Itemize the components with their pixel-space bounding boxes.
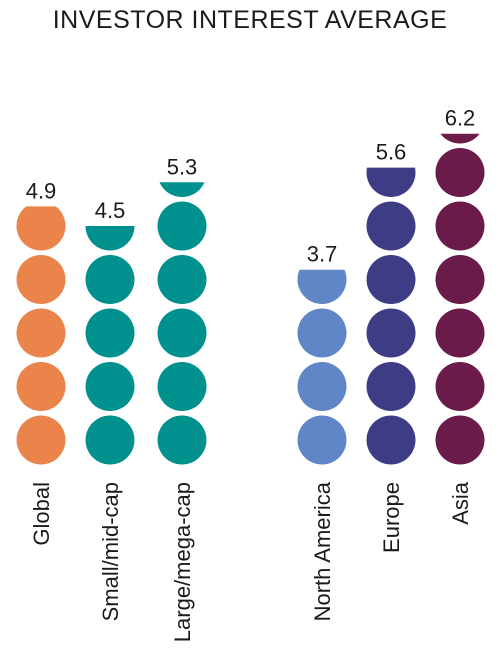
- dot-large-mega-cap-1: [157, 415, 207, 465]
- dot-large-mega-cap-3: [157, 308, 207, 358]
- dot-asia-4: [435, 255, 485, 304]
- dot-europe-4: [366, 255, 416, 304]
- dot-asia-1: [435, 415, 485, 465]
- value-label-small-mid-cap: 4.5: [95, 198, 126, 223]
- dot-global-2: [16, 362, 66, 411]
- dot-asia-5: [435, 201, 485, 251]
- dot-europe-1: [366, 415, 416, 465]
- dot-europe-2: [366, 362, 416, 411]
- dot-asia-6: [435, 148, 485, 197]
- dot-small-mid-cap-1: [85, 415, 135, 465]
- partial-dot-north-america: [297, 269, 347, 304]
- dot-small-mid-cap-2: [85, 362, 135, 411]
- category-label-global: Global: [29, 482, 54, 546]
- dot-small-mid-cap-4: [85, 255, 135, 304]
- value-label-asia: 6.2: [445, 106, 476, 131]
- partial-dot-global: [16, 206, 66, 251]
- dot-north-america-1: [297, 415, 347, 465]
- value-label-north-america: 3.7: [307, 242, 338, 267]
- dot-large-mega-cap-4: [157, 255, 207, 304]
- dot-europe-3: [366, 308, 416, 358]
- partial-dot-asia: [440, 133, 480, 144]
- partial-dot-large-mega-cap: [159, 182, 205, 197]
- category-label-europe: Europe: [379, 482, 404, 553]
- dot-north-america-2: [297, 362, 347, 411]
- value-label-europe: 5.6: [376, 140, 407, 165]
- partial-dot-europe: [366, 167, 416, 197]
- dot-global-1: [16, 415, 66, 465]
- dot-large-mega-cap-5: [157, 201, 207, 251]
- value-label-global: 4.9: [26, 178, 57, 203]
- dot-north-america-3: [297, 308, 347, 358]
- dot-large-mega-cap-2: [157, 362, 207, 411]
- dot-europe-5: [366, 201, 416, 251]
- category-label-small-mid-cap: Small/mid-cap: [98, 482, 123, 621]
- dot-asia-2: [435, 362, 485, 411]
- category-label-large-mega-cap: Large/mega-cap: [170, 482, 195, 642]
- chart-title: INVESTOR INTEREST AVERAGE: [52, 6, 448, 34]
- dot-global-3: [16, 308, 66, 358]
- dot-global-4: [16, 255, 66, 304]
- category-label-asia: Asia: [448, 481, 473, 525]
- dot-small-mid-cap-3: [85, 308, 135, 358]
- partial-dot-small-mid-cap: [85, 226, 135, 251]
- category-label-north-america: North America: [310, 481, 335, 621]
- value-label-large-mega-cap: 5.3: [167, 154, 198, 179]
- dot-asia-3: [435, 308, 485, 358]
